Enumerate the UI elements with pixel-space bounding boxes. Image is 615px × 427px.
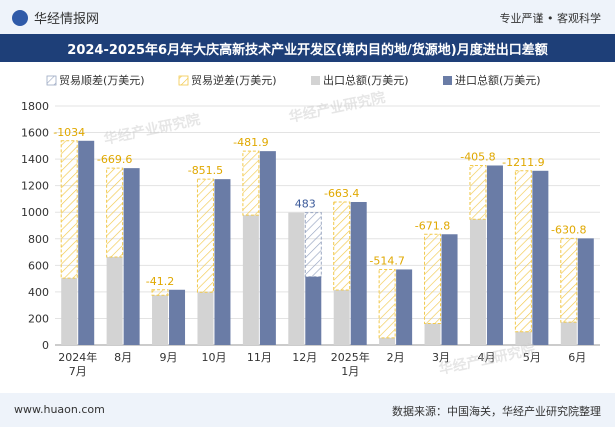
- y-tick-label: 600: [28, 259, 49, 272]
- balance-label: -41.2: [146, 275, 174, 288]
- x-tick-label: 12月: [292, 351, 317, 364]
- chart-legend: 贸易顺差(万美元) 贸易逆差(万美元) 出口总额(万美元) 进口总额(万美元): [46, 73, 541, 87]
- x-tick-label: 8月: [114, 351, 132, 364]
- balance-label: -514.7: [369, 254, 404, 267]
- balance-label: 483: [295, 198, 316, 211]
- export-bar: [333, 290, 350, 345]
- export-bar: [469, 219, 486, 345]
- legend-swatch-export: [311, 76, 320, 85]
- balance-label: -630.8: [551, 223, 586, 236]
- deficit-bar: [196, 178, 214, 293]
- y-tick-label: 800: [28, 233, 49, 246]
- legend-swatch-deficit: [178, 75, 189, 86]
- import-bar: [350, 201, 367, 345]
- x-tick-label: 5月: [523, 351, 541, 364]
- import-bar: [123, 168, 140, 345]
- x-tick-label: 2025年 1月: [331, 350, 370, 378]
- deficit-bar: [560, 237, 578, 323]
- balance-label: -1034: [53, 126, 85, 139]
- import-bar: [486, 165, 503, 345]
- import-bar: [214, 179, 231, 345]
- legend-swatch-surplus: [46, 75, 57, 86]
- export-bar: [152, 295, 169, 345]
- y-tick-label: 200: [28, 312, 49, 325]
- x-tick-label: 2024年 7月: [58, 350, 97, 378]
- y-tick-label: 1000: [21, 206, 49, 219]
- export-bar: [515, 331, 532, 345]
- balance-label: -671.8: [415, 219, 450, 232]
- brand-logo-icon: [12, 9, 28, 26]
- y-axis: 0 200 400 600 800 1000 1200 1400 1600 1800: [21, 100, 600, 352]
- footer-url: www.huaon.com: [14, 403, 105, 416]
- import-bar: [259, 151, 276, 345]
- legend-label-deficit: 贸易逆差(万美元): [191, 73, 277, 87]
- import-bar: [78, 140, 95, 345]
- deficit-bar: [242, 150, 260, 216]
- legend-label-export: 出口总额(万美元): [323, 73, 409, 87]
- export-bar: [242, 215, 259, 345]
- deficit-bar: [60, 140, 78, 279]
- x-tick-label: 9月: [160, 351, 178, 364]
- export-bar: [424, 323, 441, 345]
- x-tick-label: 3月: [432, 351, 450, 364]
- deficit-bar: [514, 170, 532, 333]
- data-labels: -1034 -669.6 -41.2 -851.5 -481.9 483 -663.4 -51…: [53, 126, 586, 288]
- balance-label: -1211.9: [502, 156, 544, 169]
- import-bar: [532, 170, 549, 345]
- deficit-bar: [378, 268, 396, 339]
- legend-label-surplus: 贸易顺差(万美元): [59, 73, 145, 87]
- import-bar: [169, 289, 186, 345]
- x-axis: 2024年 7月 8月 9月 10月 11月 12月 2025年 1月 2月 3月 4月 5月 6月: [58, 350, 586, 378]
- export-bar: [288, 212, 305, 345]
- balance-label: -663.4: [324, 187, 359, 200]
- deficit-bar: [469, 164, 487, 220]
- x-tick-label: 11月: [247, 351, 272, 364]
- import-bar: [396, 269, 413, 345]
- y-tick-label: 1600: [21, 127, 49, 140]
- y-tick-label: 1200: [21, 180, 49, 193]
- y-tick-label: 0: [42, 339, 49, 352]
- watermark-2: 华经产业研究院: [287, 89, 386, 126]
- footer: www.huaon.com 数据来源：中国海关，华经产业研究院整理: [0, 393, 615, 427]
- top-bar: 华经情报网 专业严谨 • 客观科学: [0, 0, 615, 34]
- deficit-bar: [151, 289, 169, 296]
- import-bar: [441, 234, 458, 345]
- import-bar: [305, 276, 322, 345]
- bar-chart: 贸易顺差(万美元) 贸易逆差(万美元) 出口总额(万美元) 进口总额(万美元) …: [21, 73, 600, 378]
- legend-label-import: 进口总额(万美元): [455, 73, 541, 87]
- export-bar: [379, 337, 396, 345]
- y-tick-label: 1400: [21, 153, 49, 166]
- deficit-bar: [424, 233, 442, 324]
- export-bar: [197, 292, 214, 345]
- export-bar: [106, 256, 123, 345]
- tagline: 专业严谨 • 客观科学: [499, 12, 601, 25]
- y-tick-label: 1800: [21, 100, 49, 113]
- watermark-1: 华经产业研究院: [102, 111, 201, 148]
- balance-label: -669.6: [97, 153, 132, 166]
- chart-title: 2024-2025年6月年大庆高新技术产业开发区(境内目的地/货源地)月度进出口…: [67, 43, 548, 58]
- watermark-3: 华经产业研究院: [437, 341, 536, 378]
- export-bar: [560, 322, 577, 345]
- brand: 华经情报网: [12, 8, 99, 27]
- brand-name: 华经情报网: [34, 12, 100, 27]
- export-bar: [61, 278, 78, 345]
- grid-lines: [55, 105, 600, 346]
- deficit-bar: [333, 201, 351, 291]
- balance-label: -481.9: [233, 136, 268, 149]
- deficit-bar: [106, 167, 124, 258]
- x-tick-label: 4月: [477, 351, 495, 364]
- y-tick-label: 400: [28, 286, 49, 299]
- title-bar: 2024-2025年6月年大庆高新技术产业开发区(境内目的地/货源地)月度进出口…: [0, 34, 615, 62]
- legend-swatch-import: [443, 76, 452, 85]
- x-tick-label: 2月: [387, 351, 405, 364]
- x-tick-label: 10月: [201, 351, 226, 364]
- surplus-bar: [304, 212, 322, 278]
- bars: [60, 140, 594, 345]
- balance-label: -405.8: [460, 150, 495, 163]
- x-tick-label: 6月: [568, 351, 586, 364]
- balance-label: -851.5: [188, 164, 223, 177]
- import-bar: [577, 238, 594, 345]
- footer-source: 数据来源：中国海关，华经产业研究院整理: [392, 405, 601, 418]
